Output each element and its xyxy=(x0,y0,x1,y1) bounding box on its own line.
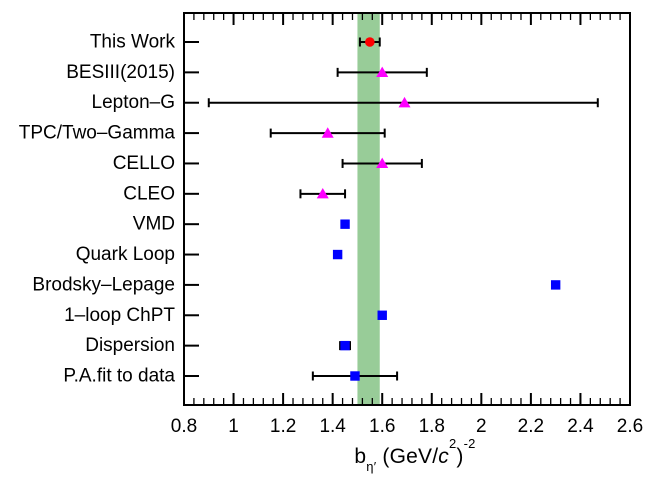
x-tick-label: 1.4 xyxy=(319,416,346,437)
marker-square xyxy=(377,310,387,320)
x-tick-label: 2.6 xyxy=(617,416,643,437)
marker-triangle xyxy=(376,66,389,77)
plot-frame xyxy=(183,12,631,406)
marker-triangle xyxy=(316,188,329,199)
marker-square xyxy=(350,371,360,381)
x-tick-label: 2 xyxy=(476,416,487,437)
row-label: 1–loop ChPT xyxy=(64,305,175,326)
x-tick-label: 0.8 xyxy=(171,416,197,437)
row-label: Lepton–G xyxy=(92,92,175,113)
highlight-band xyxy=(357,14,380,404)
x-title-outer-power: -2 xyxy=(463,436,476,451)
row-label: BESIII(2015) xyxy=(66,62,175,83)
marker-square xyxy=(550,280,561,290)
x-tick-label: 1.2 xyxy=(270,416,296,437)
row-label: CLEO xyxy=(123,183,175,204)
x-tick-label: 2.4 xyxy=(567,416,594,437)
x-title-close: ) xyxy=(456,445,464,468)
marker-circle xyxy=(365,37,375,47)
x-title-c: c xyxy=(438,445,449,468)
row-label: Quark Loop xyxy=(76,244,175,265)
marker-square xyxy=(340,340,350,351)
x-title-mid: (GeV/ xyxy=(376,445,439,468)
marker-triangle xyxy=(398,96,411,108)
x-tick-label: 2.2 xyxy=(518,416,544,437)
row-label: P.A.fit to data xyxy=(63,366,175,387)
row-label: CELLO xyxy=(113,153,175,174)
x-title-c-power: 2 xyxy=(448,436,457,451)
row-label: Dispersion xyxy=(85,335,175,356)
x-title-subscript: η′ xyxy=(366,459,377,475)
row-label: This Work xyxy=(90,32,176,53)
marker-square xyxy=(340,219,350,229)
marker-triangle xyxy=(321,127,334,138)
marker-triangle xyxy=(376,157,389,169)
x-axis-title: bη′ (GeV/c2)-2 xyxy=(354,436,475,475)
x-tick-label: 1.8 xyxy=(419,416,445,437)
row-label: Brodsky–Lepage xyxy=(32,274,175,295)
x-title-base: b xyxy=(354,445,367,468)
x-tick-label: 1.6 xyxy=(369,416,395,437)
x-tick-label: 1 xyxy=(228,416,239,437)
marker-square xyxy=(332,249,343,260)
row-label: VMD xyxy=(133,214,175,235)
row-label: TPC/Two–Gamma xyxy=(19,123,176,144)
